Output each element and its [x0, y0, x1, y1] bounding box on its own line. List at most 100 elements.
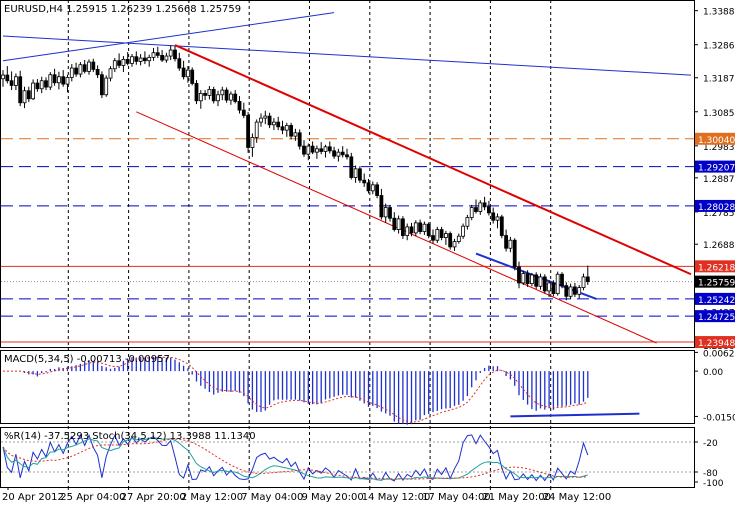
candle-body	[431, 235, 435, 241]
candle-body	[228, 93, 233, 101]
trendline	[174, 44, 692, 276]
candle-body	[332, 150, 337, 157]
candle-body	[504, 235, 509, 249]
candle-body	[525, 273, 530, 285]
candle-body	[413, 222, 418, 234]
candle-body	[185, 69, 190, 78]
candle-body	[207, 89, 212, 96]
candle-body	[370, 184, 375, 192]
candle-body	[499, 216, 504, 236]
candle-body	[177, 58, 182, 69]
candle-body	[357, 168, 362, 181]
candle-body	[91, 61, 96, 70]
time-label: 14 May 12:00	[362, 492, 431, 503]
time-label: 17 May 04:00	[422, 492, 491, 503]
candle-body	[13, 76, 18, 86]
candle-body	[400, 218, 405, 236]
price-level-box	[695, 310, 735, 323]
macd-trendline	[510, 412, 640, 418]
candle-body	[517, 266, 521, 284]
candle-body	[233, 93, 238, 102]
oscillator-pane-frame	[0, 427, 695, 488]
candle-body	[95, 69, 100, 76]
macd-pane-frame	[0, 350, 695, 424]
candle-body	[48, 74, 53, 88]
candle-body	[375, 184, 380, 196]
candle-body	[521, 273, 526, 284]
candle-body	[147, 56, 152, 62]
candle-body	[259, 117, 263, 123]
candle-body	[577, 287, 582, 295]
candle-body	[121, 58, 126, 66]
candle-body	[443, 233, 448, 238]
time-label: 21 May 20:00	[482, 492, 551, 503]
candle-body	[426, 223, 431, 236]
candle-body	[465, 217, 470, 227]
candle-body	[61, 76, 66, 85]
candle-body	[293, 132, 298, 137]
price-tick-label: 1.30850	[703, 109, 735, 119]
price-level-label: 1.30040	[698, 136, 735, 146]
time-label: 25 Apr 04:00	[60, 492, 125, 503]
candle-body	[474, 207, 478, 212]
oscillator-tick-label: -20	[703, 439, 718, 449]
candle-body	[39, 80, 44, 90]
candle-body	[22, 90, 27, 104]
candle-body	[314, 148, 319, 153]
candle-body	[181, 67, 186, 78]
candle-body	[254, 121, 259, 138]
candle-body	[31, 82, 36, 100]
macd-tick-label: -0.01502	[703, 413, 735, 423]
oscillator-tick-label: -80	[703, 469, 718, 479]
price-level-label: 1.23948	[698, 339, 735, 349]
time-label: 27 Apr 20:00	[121, 492, 186, 503]
candle-body	[405, 226, 410, 236]
candle-body	[57, 76, 61, 84]
price-tick-label: 1.29830	[703, 143, 735, 153]
time-label: 9 May 20:00	[302, 492, 364, 503]
candle-body	[74, 67, 78, 75]
trendline	[136, 111, 657, 344]
time-label: 20 Apr 2012	[2, 492, 64, 503]
candle-body	[246, 115, 251, 148]
candle-body	[130, 56, 134, 64]
candle-body	[542, 276, 547, 292]
price-level-box	[695, 336, 735, 349]
candle-body	[534, 274, 539, 287]
price-tick-label: 1.26880	[703, 241, 735, 251]
candle-body	[469, 207, 474, 218]
candle-body	[573, 286, 577, 295]
candle-body	[35, 82, 40, 90]
price-level-label: 1.25759	[698, 279, 735, 289]
candle-body	[349, 156, 354, 178]
stochastic-signal-line	[2, 438, 588, 480]
candle-body	[345, 154, 349, 158]
candle-body	[1, 74, 5, 80]
price-level-box	[695, 275, 735, 288]
candle-body	[482, 202, 487, 208]
candle-body	[104, 77, 109, 96]
candle-body	[508, 239, 513, 249]
price-tick-label: 1.32860	[703, 42, 735, 52]
candle-body	[69, 67, 74, 78]
candle-body	[418, 222, 423, 232]
candle-body	[125, 58, 130, 64]
candle-body	[461, 225, 466, 237]
candle-body	[151, 52, 156, 58]
macd-tick-label: 0.00621	[703, 349, 735, 359]
price-level-label: 1.24725	[698, 313, 735, 323]
candle-body	[26, 90, 31, 100]
candle-body	[52, 74, 57, 84]
candle-body	[190, 69, 195, 84]
price-level-label: 1.28028	[698, 203, 735, 213]
macd-label: MACD(5,34,5) -0.00713 -0.00957	[4, 354, 170, 365]
candle-body	[194, 83, 199, 102]
price-level-box	[695, 292, 735, 305]
trendline	[2, 35, 692, 76]
candle-body	[155, 52, 160, 56]
candle-body	[422, 223, 427, 232]
candle-body	[585, 276, 590, 283]
candle-body	[216, 94, 220, 102]
candle-body	[117, 60, 121, 66]
